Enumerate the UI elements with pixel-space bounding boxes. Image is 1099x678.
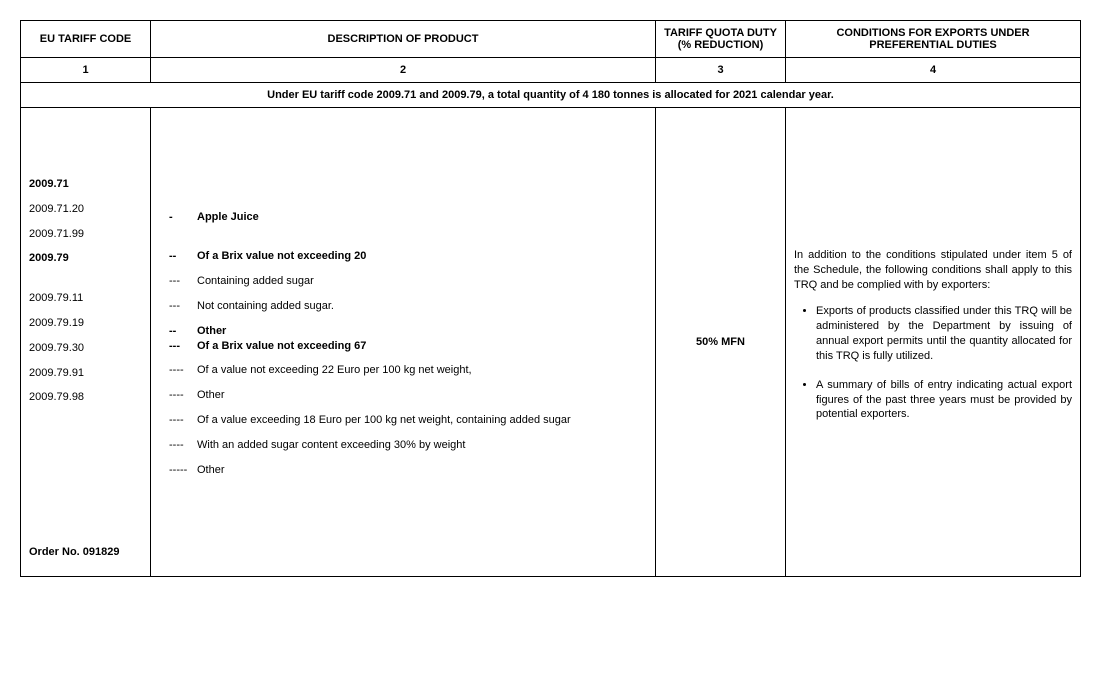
allocation-banner-row: Under EU tariff code 2009.71 and 2009.79… xyxy=(21,83,1081,108)
dash-level: ---- xyxy=(169,363,197,378)
description-text: Of a value not exceeding 22 Euro per 100… xyxy=(197,363,472,378)
description-line: - Apple Juice xyxy=(169,210,647,225)
condition-item: A summary of bills of entry indicating a… xyxy=(816,378,1072,423)
column-number-row: 1 2 3 4 xyxy=(21,58,1081,83)
dash-level: -- xyxy=(169,249,197,264)
conditions-cell: In addition to the conditions stipulated… xyxy=(786,108,1081,577)
tariff-code: 2009.79.91 xyxy=(29,366,142,381)
tariff-code: 2009.71.20 xyxy=(29,202,142,217)
tariff-codes-cell: 2009.71 2009.71.20 2009.71.99 2009.79 2009.… xyxy=(21,108,151,577)
tariff-code xyxy=(29,138,142,153)
colnum-1: 1 xyxy=(21,58,151,83)
tariff-code xyxy=(29,276,142,291)
tariff-code: 2009.79 xyxy=(29,251,142,266)
header-code: EU TARIFF CODE xyxy=(21,21,151,58)
description-line: ---- Of a value exceeding 18 Euro per 10… xyxy=(169,413,647,428)
dash-level: ---- xyxy=(169,438,197,453)
dash-level: --- xyxy=(169,274,197,289)
conditions-list: Exports of products classified under thi… xyxy=(794,304,1072,422)
condition-item: Exports of products classified under thi… xyxy=(816,304,1072,363)
header-description: DESCRIPTION OF PRODUCT xyxy=(151,21,656,58)
dash-level: -- xyxy=(169,324,197,339)
description-line: -- Other xyxy=(169,324,647,339)
tariff-code: 2009.79.98 xyxy=(29,390,142,405)
description-text: With an added sugar content exceeding 30… xyxy=(197,438,465,453)
order-number: Order No. 091829 xyxy=(29,545,142,560)
header-conditions: CONDITIONS FOR EXPORTS UNDER PREFERENTIA… xyxy=(786,21,1081,58)
colnum-4: 4 xyxy=(786,58,1081,83)
tariff-code: 2009.79.30 xyxy=(29,341,142,356)
description-line: ---- Other xyxy=(169,388,647,403)
tariff-code: 2009.71 xyxy=(29,177,142,192)
dash-level: - xyxy=(169,210,197,225)
header-duty: TARIFF QUOTA DUTY (% REDUCTION) xyxy=(656,21,786,58)
colnum-2: 2 xyxy=(151,58,656,83)
description-text: Other xyxy=(197,463,225,478)
header-row: EU TARIFF CODE DESCRIPTION OF PRODUCT TA… xyxy=(21,21,1081,58)
description-cell: - Apple Juice -- Of a Brix value not exce… xyxy=(151,108,656,577)
dash-level: --- xyxy=(169,339,197,354)
dash-level: ---- xyxy=(169,413,197,428)
description-text: Other xyxy=(197,388,225,403)
dash-level: ----- xyxy=(169,463,197,478)
description-text: Of a value exceeding 18 Euro per 100 kg … xyxy=(197,413,571,428)
description-text: Other xyxy=(197,324,226,339)
content-row: 2009.71 2009.71.20 2009.71.99 2009.79 2009.… xyxy=(21,108,1081,577)
tariff-table: EU TARIFF CODE DESCRIPTION OF PRODUCT TA… xyxy=(20,20,1081,577)
description-text: Apple Juice xyxy=(197,210,259,225)
tariff-code: 2009.79.19 xyxy=(29,316,142,331)
tariff-code: 2009.71.99 xyxy=(29,227,142,242)
dash-level: ---- xyxy=(169,388,197,403)
dash-level: --- xyxy=(169,299,197,314)
description-text: Not containing added sugar. xyxy=(197,299,334,314)
tariff-code: 2009.79.11 xyxy=(29,291,142,306)
allocation-banner: Under EU tariff code 2009.71 and 2009.79… xyxy=(21,83,1081,108)
description-line: --- Not containing added sugar. xyxy=(169,299,647,314)
duty-cell: 50% MFN xyxy=(656,108,786,577)
description-line: -- Of a Brix value not exceeding 20 xyxy=(169,249,647,264)
description-text: Of a Brix value not exceeding 67 xyxy=(197,339,366,354)
description-line: ----- Other xyxy=(169,463,647,478)
colnum-3: 3 xyxy=(656,58,786,83)
description-line: --- Of a Brix value not exceeding 67 xyxy=(169,339,647,354)
description-text: Containing added sugar xyxy=(197,274,314,289)
conditions-intro: In addition to the conditions stipulated… xyxy=(794,248,1072,293)
description-text: Of a Brix value not exceeding 20 xyxy=(197,249,366,264)
description-line: --- Containing added sugar xyxy=(169,274,647,289)
description-line: ---- Of a value not exceeding 22 Euro pe… xyxy=(169,363,647,378)
description-line: ---- With an added sugar content exceedi… xyxy=(169,438,647,453)
